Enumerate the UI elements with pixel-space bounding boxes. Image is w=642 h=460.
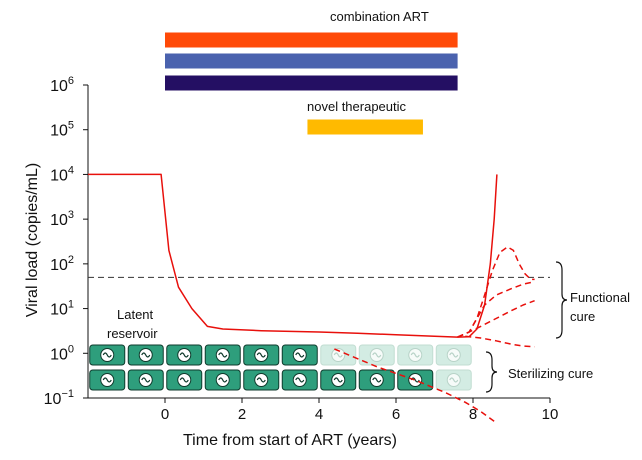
- functional-cure-label-2: cure: [570, 309, 596, 324]
- provirus-wave-icon: [256, 377, 266, 383]
- scenario-line-1: [457, 246, 535, 338]
- latent-reservoir-label-2: reservoir: [107, 326, 158, 341]
- provirus-wave-icon: [141, 352, 151, 358]
- axes: 0 2 4 6 8 10 106 105 104 103 102 101 100 10−1: [44, 75, 559, 423]
- provirus-wave-icon: [410, 377, 420, 383]
- provirus-wave-icon: [179, 352, 189, 358]
- provirus-wave-icon: [256, 352, 266, 358]
- x-axis-label: Time from start of ART (years): [183, 432, 397, 449]
- combination-art-label: combination ART: [330, 9, 429, 24]
- braces: [485, 261, 568, 393]
- functional-cure-brace: [555, 261, 568, 339]
- y-tick-label: 100: [50, 343, 74, 363]
- provirus-wave-icon: [449, 352, 459, 358]
- provirus-wave-icon: [102, 377, 112, 383]
- provirus-wave-icon: [333, 377, 343, 383]
- scenario-line-5: [334, 348, 497, 424]
- provirus-wave-icon: [218, 352, 228, 358]
- provirus-wave-icon: [102, 352, 112, 358]
- combination-art-bar: [165, 32, 458, 48]
- treatment-bars: [165, 32, 458, 135]
- y-tick-label: 102: [50, 254, 74, 274]
- provirus-wave-icon: [410, 352, 420, 358]
- x-tick-label: 8: [469, 406, 477, 423]
- provirus-wave-icon: [179, 377, 189, 383]
- provirus-wave-icon: [333, 352, 343, 358]
- x-tick-label: 0: [161, 406, 169, 423]
- provirus-wave-icon: [449, 377, 459, 383]
- y-tick-label: 106: [50, 75, 74, 95]
- novel-therapeutic-label: novel therapeutic: [307, 99, 407, 114]
- y-tick-label: 10−1: [44, 388, 74, 408]
- x-tick-label: 6: [392, 406, 400, 423]
- y-tick-label: 101: [50, 299, 74, 319]
- functional-cure-label-1: Functional: [570, 290, 630, 305]
- scenario-line-3: [457, 299, 535, 338]
- series-lines: [88, 173, 535, 424]
- scenario-line-2: [457, 280, 535, 338]
- y-tick-label: 104: [50, 164, 74, 184]
- y-tick-label: 105: [50, 120, 74, 140]
- sterilizing-cure-label: Sterilizing cure: [508, 366, 594, 381]
- y-tick-label: 103: [50, 209, 74, 229]
- provirus-wave-icon: [141, 377, 151, 383]
- combination-art-bar: [165, 53, 458, 69]
- x-tick-label: 10: [542, 406, 559, 423]
- latent-reservoir-label-1: Latent: [117, 307, 154, 322]
- scenario-line-4: [465, 335, 535, 348]
- y-axis-label: Viral load (copies/mL): [24, 162, 41, 318]
- provirus-wave-icon: [295, 377, 305, 383]
- combination-art-bar: [165, 75, 458, 91]
- novel-therapeutic-bar: [307, 119, 423, 135]
- x-tick-label: 2: [238, 406, 246, 423]
- provirus-wave-icon: [372, 352, 382, 358]
- sterilizing-cure-brace: [485, 351, 498, 393]
- x-tick-label: 4: [315, 406, 323, 423]
- reservoir-cells: [89, 344, 472, 391]
- provirus-wave-icon: [218, 377, 228, 383]
- provirus-wave-icon: [295, 352, 305, 358]
- provirus-wave-icon: [372, 377, 382, 383]
